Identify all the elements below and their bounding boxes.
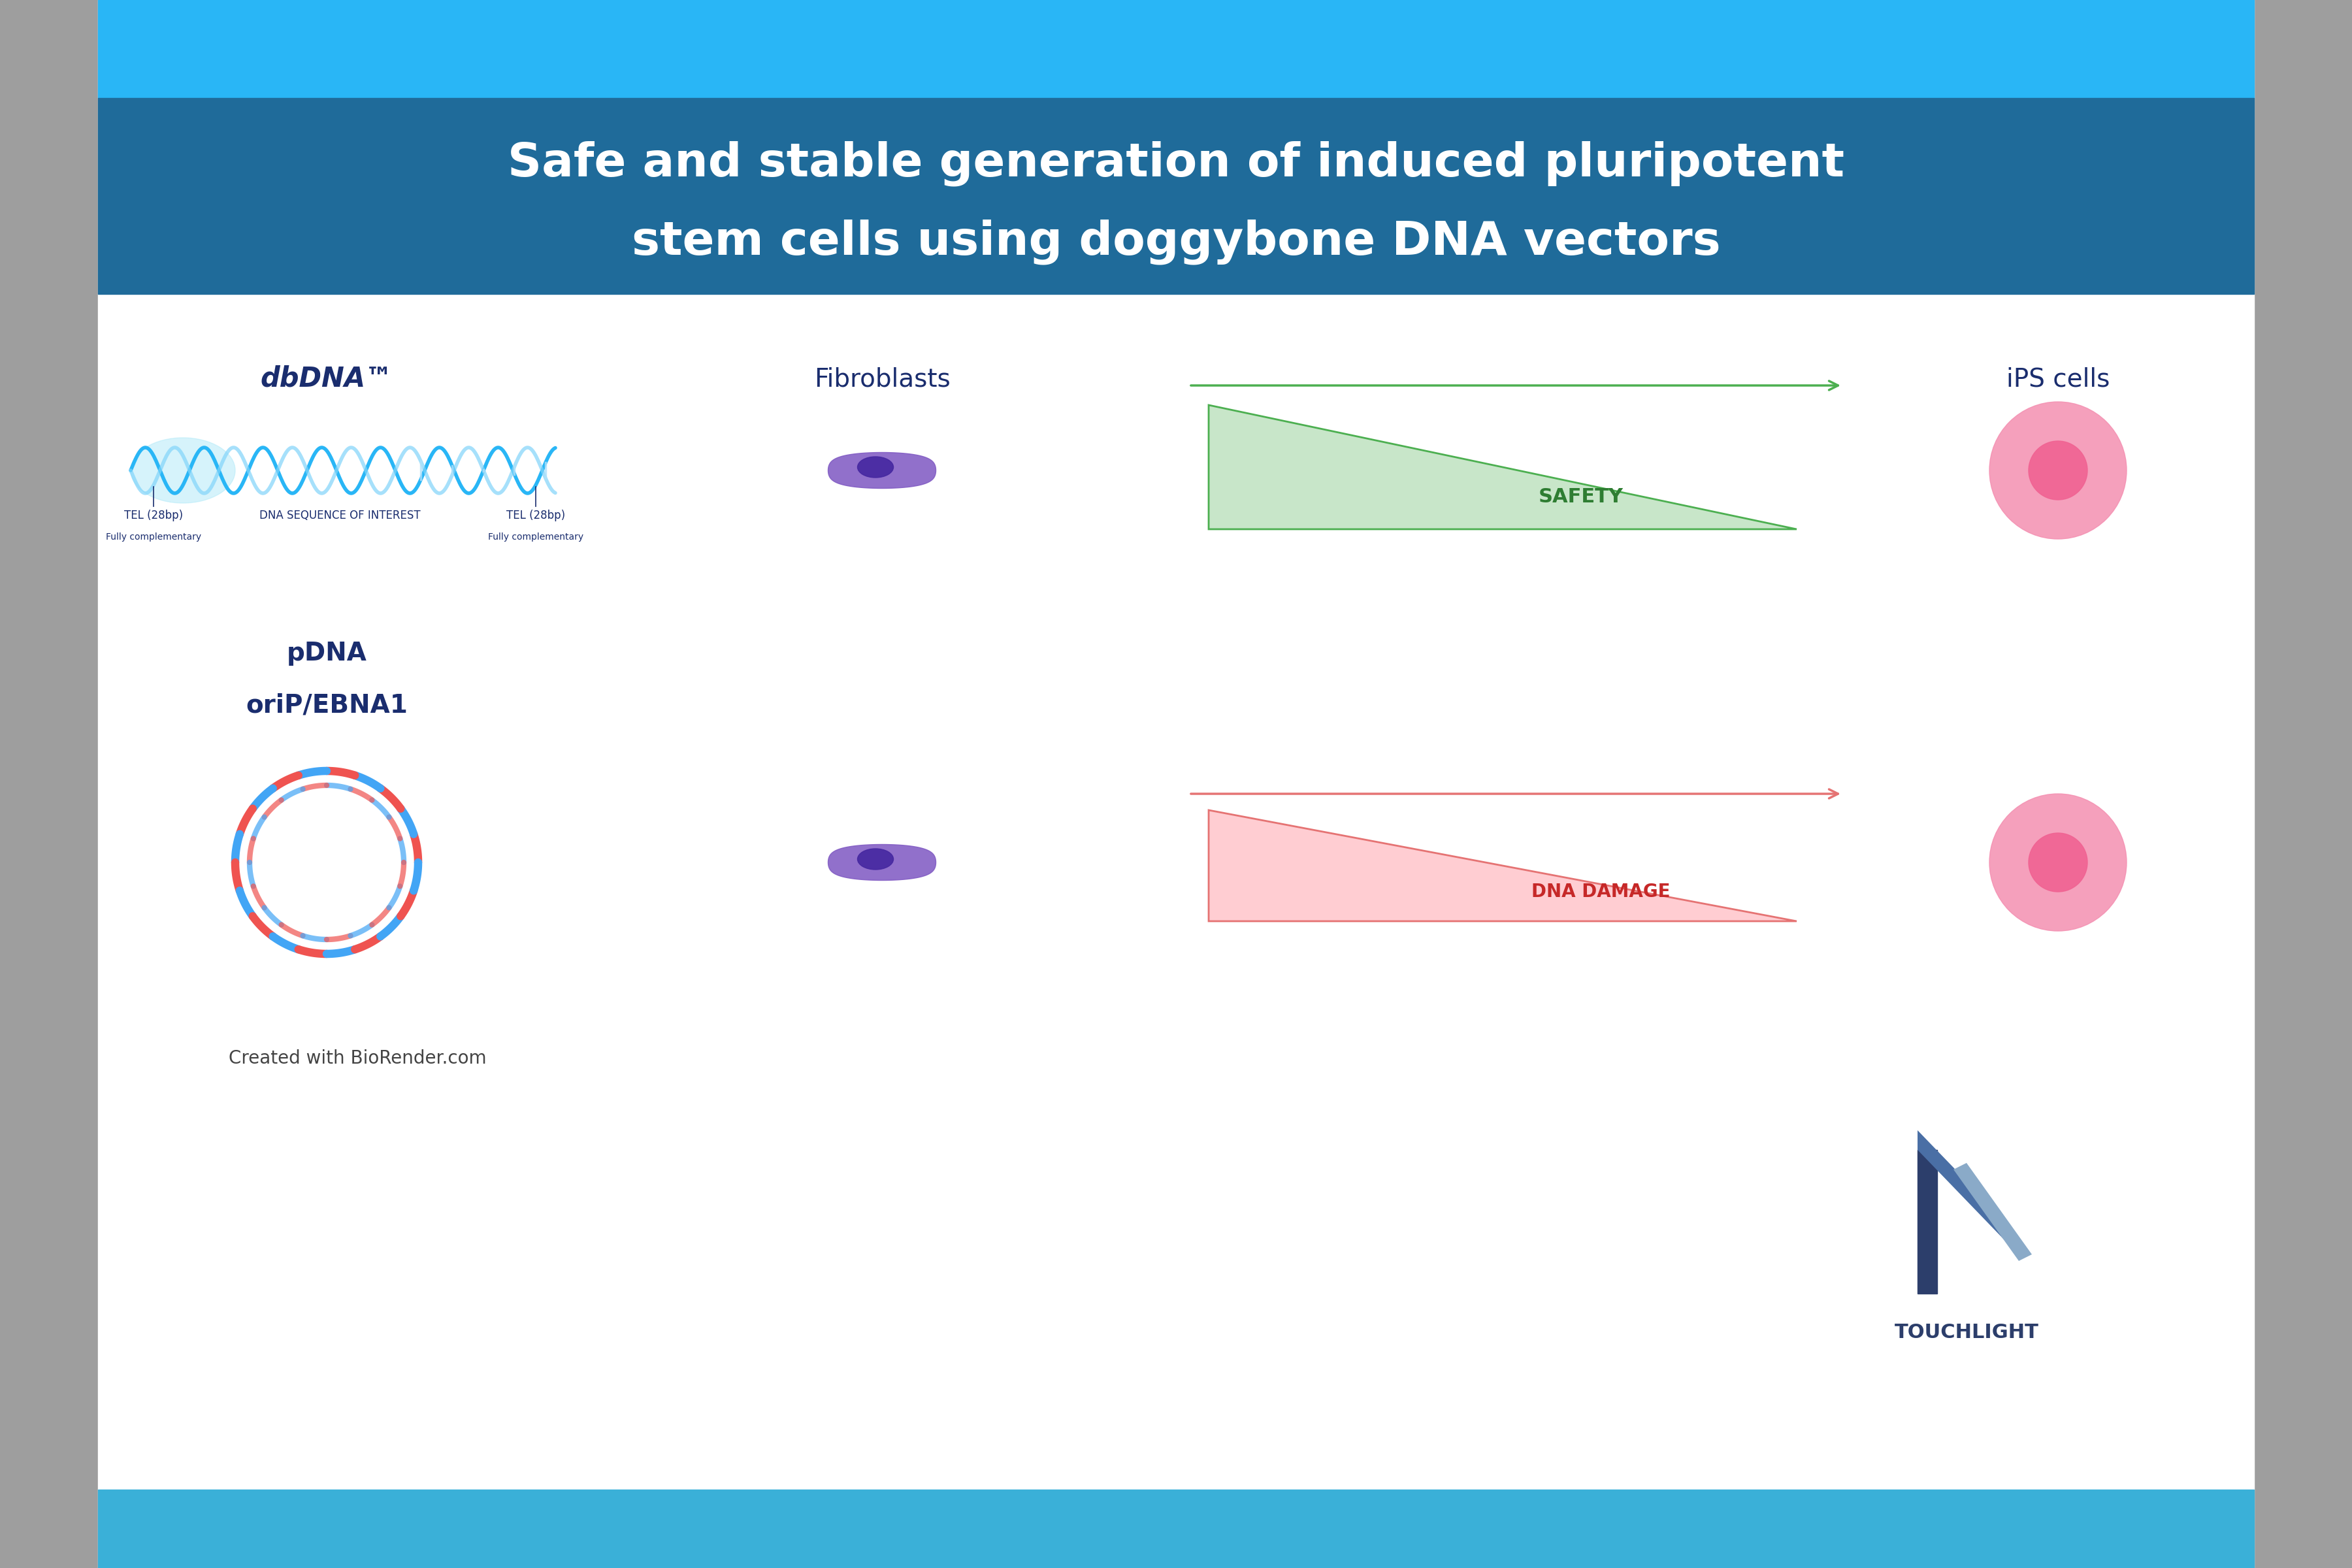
Text: oriP/EBNA1: oriP/EBNA1 xyxy=(245,693,407,718)
Text: Created with BioRender.com: Created with BioRender.com xyxy=(228,1049,487,1068)
Bar xyxy=(0,0,99,1568)
Text: SAFETY: SAFETY xyxy=(1538,488,1623,506)
Ellipse shape xyxy=(132,437,235,503)
Circle shape xyxy=(1990,793,2126,931)
Bar xyxy=(99,1490,2253,1568)
Text: dbDNA™: dbDNA™ xyxy=(261,365,393,392)
Text: Fibroblasts: Fibroblasts xyxy=(814,367,950,392)
Circle shape xyxy=(1990,401,2126,539)
Text: Safe and stable generation of induced pluripotent: Safe and stable generation of induced pl… xyxy=(508,141,1844,187)
Text: iPS cells: iPS cells xyxy=(2006,367,2110,392)
Text: Fully complementary: Fully complementary xyxy=(487,533,583,541)
Bar xyxy=(2253,0,2352,1568)
Polygon shape xyxy=(1955,1163,2032,1261)
Text: TEL (28bp): TEL (28bp) xyxy=(506,510,564,521)
Text: stem cells using doggybone DNA vectors: stem cells using doggybone DNA vectors xyxy=(633,220,1719,265)
Ellipse shape xyxy=(858,848,894,870)
Bar xyxy=(99,0,2253,97)
Polygon shape xyxy=(828,845,936,880)
Circle shape xyxy=(263,800,388,925)
Polygon shape xyxy=(1209,811,1797,920)
Text: TOUCHLIGHT: TOUCHLIGHT xyxy=(1893,1323,2039,1342)
Polygon shape xyxy=(1917,1131,2006,1242)
Circle shape xyxy=(2027,441,2089,500)
Text: pDNA: pDNA xyxy=(287,641,367,666)
Circle shape xyxy=(2027,833,2089,892)
Polygon shape xyxy=(828,453,936,488)
Text: DNA DAMAGE: DNA DAMAGE xyxy=(1531,883,1670,902)
Text: DNA SEQUENCE OF INTEREST: DNA SEQUENCE OF INTEREST xyxy=(259,510,421,521)
Polygon shape xyxy=(1209,405,1797,528)
Text: TEL (28bp): TEL (28bp) xyxy=(125,510,183,521)
Text: Fully complementary: Fully complementary xyxy=(106,533,202,541)
Bar xyxy=(1917,1149,1938,1294)
Ellipse shape xyxy=(858,456,894,478)
Bar xyxy=(99,97,2253,295)
